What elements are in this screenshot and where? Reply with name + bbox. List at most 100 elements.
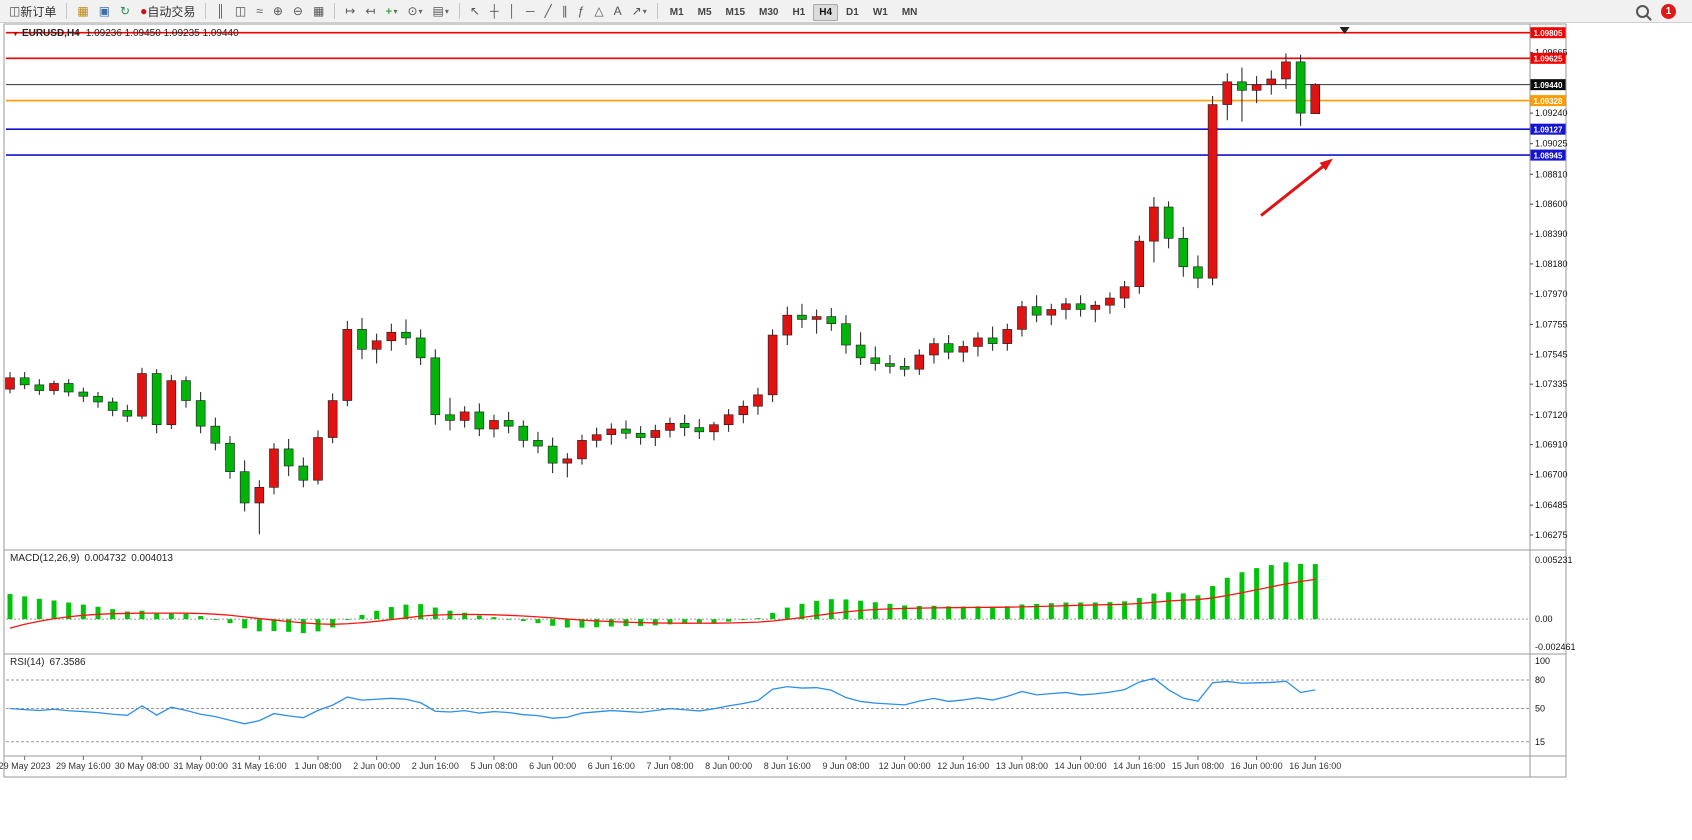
candle — [679, 414, 690, 437]
toolbar: ◫ 新订单 ▦ ▣ ↻ ● 自动交易 ║ ◫ ≈ ⊕ ⊖ ▦ ↦ ↤ + ▾ ⊙ ▾ ▤ ▾ ↖ ┼ │ ─ ╱ ∥ ƒ… — [0, 0, 1692, 23]
candle — [929, 337, 939, 364]
candle — [1090, 300, 1101, 323]
new-order-button[interactable]: ◫ 新订单 — [5, 1, 60, 21]
refresh-icon[interactable]: ↻ — [116, 1, 134, 21]
new-chart-icon[interactable]: ▦ — [73, 1, 92, 21]
periods-icon[interactable]: ⊙ ▾ — [403, 1, 426, 21]
macd-scale[interactable]: 0.005231 0.00 -0.002461 — [1535, 555, 1576, 652]
timeframe-d1-button[interactable]: D1 — [846, 7, 859, 18]
candle — [1295, 54, 1306, 126]
candlestick-series — [5, 53, 1321, 535]
chart-shift-marker-icon[interactable] — [1339, 27, 1350, 34]
text-icon[interactable]: A — [610, 1, 626, 21]
cursor-icon[interactable]: ↖ — [466, 1, 484, 21]
chart-shift-icon[interactable]: ↤ — [361, 1, 379, 21]
svg-text:31 May 00:00: 31 May 00:00 — [173, 761, 228, 771]
zoom-out-icon: ⊖ — [292, 4, 303, 18]
search-icon[interactable] — [1636, 4, 1649, 18]
price-tag: 1.09805 — [1530, 27, 1566, 39]
symbol-dropdown-marker-icon: ▼ — [12, 31, 19, 38]
candle — [533, 431, 543, 454]
zoom-in-icon[interactable]: ⊕ — [269, 1, 287, 21]
candle — [1017, 300, 1027, 337]
timeframe-mn-button[interactable]: MN — [901, 7, 918, 18]
price-level-lines[interactable] — [6, 31, 1530, 156]
shapes-icon: △ — [594, 4, 604, 18]
line-chart-icon[interactable]: ≈ — [252, 1, 267, 21]
vertical-line-icon[interactable]: │ — [504, 1, 520, 21]
zoom-out-icon[interactable]: ⊖ — [289, 1, 307, 21]
templates-icon[interactable]: ▤ ▾ — [429, 1, 453, 21]
candle — [1105, 292, 1115, 314]
tile-windows-icon[interactable]: ▦ — [309, 1, 328, 21]
timeframe-m5-button[interactable]: M5 — [697, 7, 712, 18]
crosshair-icon[interactable]: ┼ — [486, 1, 503, 21]
svg-text:1.09328: 1.09328 — [1534, 97, 1563, 106]
candle — [93, 391, 103, 408]
candle — [63, 379, 74, 397]
toolbar-separator — [334, 3, 336, 19]
timeframe-h1-button[interactable]: H1 — [792, 7, 806, 18]
candle — [826, 308, 837, 331]
candlestick-icon: ◫ — [234, 4, 247, 18]
horizontal-line-icon[interactable]: ─ — [522, 1, 539, 21]
candle — [1149, 197, 1159, 263]
auto-scroll-icon[interactable]: ↦ — [341, 1, 359, 21]
svg-text:100: 100 — [1535, 656, 1550, 666]
timeframe-m15-button[interactable]: M15 — [725, 7, 745, 18]
candle — [298, 457, 309, 488]
candle — [371, 333, 382, 364]
fibonacci-icon[interactable]: ƒ — [574, 1, 589, 21]
refresh-icon: ↻ — [120, 4, 131, 18]
svg-text:29 May 2023: 29 May 2023 — [0, 761, 51, 771]
svg-text:31 May 16:00: 31 May 16:00 — [232, 761, 287, 771]
channel-icon[interactable]: ∥ — [558, 1, 572, 21]
candle — [577, 434, 587, 465]
svg-text:1.09625: 1.09625 — [1534, 55, 1563, 64]
price-scale[interactable]: 1.09665 1.09240 1.09025 1.08810 1.08600 1.083… — [1530, 27, 1568, 540]
candle — [5, 372, 15, 394]
auto-trading-button[interactable]: ● 自动交易 — [136, 1, 199, 21]
auto-trading-label: 自动交易 — [147, 4, 196, 19]
timeframe-m30-button[interactable]: M30 — [759, 7, 779, 18]
trendline-icon[interactable]: ╱ — [540, 1, 555, 21]
arrows-caret-icon: ▾ — [642, 6, 647, 16]
shapes-icon[interactable]: △ — [590, 1, 607, 21]
candle — [342, 320, 353, 407]
timeframe-group: M1 M5 M15 M30 H1 H4 D1 W1 MN — [663, 2, 925, 21]
candlestick-icon[interactable]: ◫ — [231, 1, 250, 21]
rsi-scale[interactable]: 100 80 50 15 — [1535, 656, 1550, 747]
arrows-icon[interactable]: ↗ ▾ — [628, 1, 651, 21]
cursor-icon: ↖ — [469, 4, 480, 18]
svg-text:16 Jun 16:00: 16 Jun 16:00 — [1289, 761, 1341, 771]
toolbar-separator — [205, 3, 207, 19]
svg-text:7 Jun 08:00: 7 Jun 08:00 — [646, 761, 693, 771]
timeframe-m1-button[interactable]: M1 — [669, 7, 684, 18]
candle — [459, 406, 470, 428]
svg-text:6 Jun 00:00: 6 Jun 00:00 — [529, 761, 576, 771]
indicators-icon[interactable]: + ▾ — [381, 1, 401, 21]
toolbar-separator — [656, 3, 658, 19]
candle — [753, 387, 763, 415]
svg-text:1.07970: 1.07970 — [1535, 289, 1568, 299]
periods-icon: ⊙ — [407, 4, 418, 18]
candle — [650, 424, 661, 447]
svg-text:12 Jun 00:00: 12 Jun 00:00 — [879, 761, 931, 771]
time-scale[interactable]: 29 May 2023 29 May 16:00 30 May 08:00 31 Ma… — [0, 756, 1341, 771]
trend-arrow-annotation[interactable] — [1260, 158, 1333, 217]
candle — [1134, 235, 1145, 294]
svg-text:1.07335: 1.07335 — [1535, 379, 1568, 389]
macd-signal-value: 0.004013 — [131, 553, 173, 564]
timeframe-h4-button[interactable]: H4 — [813, 4, 839, 21]
price-tag: 1.09328 — [1530, 95, 1566, 107]
bar-chart-icon[interactable]: ║ — [212, 1, 229, 21]
timeframe-w1-button[interactable]: W1 — [872, 7, 888, 18]
svg-text:50: 50 — [1535, 704, 1545, 714]
candle — [665, 417, 675, 438]
candle — [885, 355, 895, 374]
svg-text:9 Jun 08:00: 9 Jun 08:00 — [822, 761, 869, 771]
arrows-icon: ↗ — [631, 4, 642, 18]
notification-badge[interactable]: 1 — [1661, 3, 1676, 19]
candle — [430, 349, 441, 425]
profiles-icon[interactable]: ▣ — [95, 1, 114, 21]
